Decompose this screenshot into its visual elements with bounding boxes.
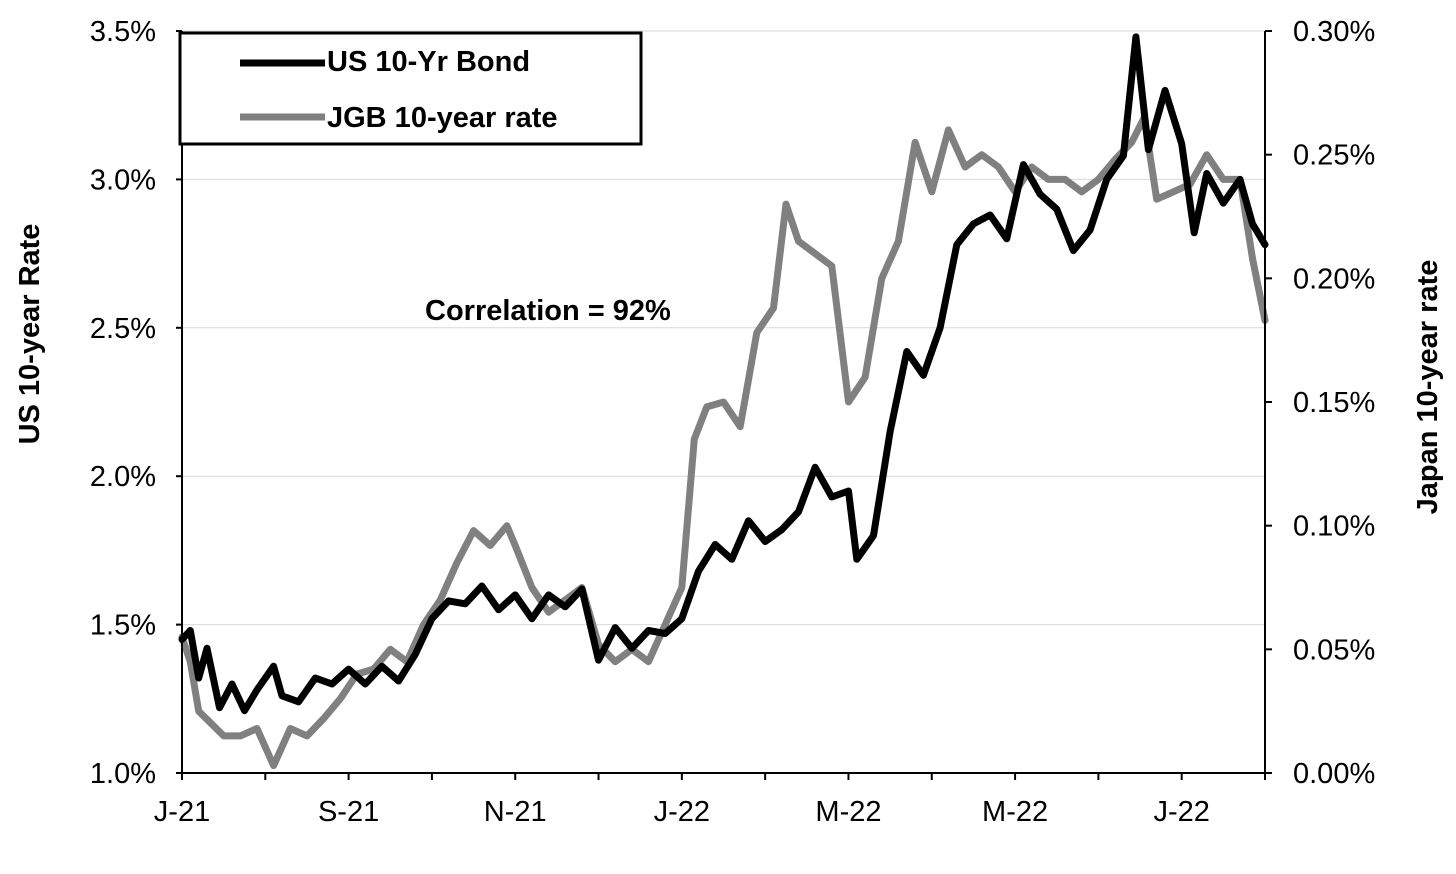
legend-label-jgb: JGB 10-year rate [327,102,558,134]
correlation-annotation: Correlation = 92% [425,295,671,327]
x-tick-label: M-22 [982,796,1048,828]
x-tick-label: N-21 [484,796,547,828]
y-left-tick-label: 1.5% [90,610,156,642]
x-tick-label: M-22 [815,796,881,828]
grid-lines [182,30,1265,626]
series-line-jgb-10yr [178,114,1269,770]
legend: US 10-Yr Bond JGB 10-year rate [178,31,643,146]
y-right-tick-label: 0.15% [1293,387,1375,419]
y-right-tick-label: 0.10% [1293,511,1375,543]
y-right-tick-label: 0.00% [1293,758,1375,790]
y-left-tick-label: 2.5% [90,313,156,345]
y-right-tick-label: 0.20% [1293,263,1375,295]
y-left-tick-label: 2.0% [90,461,156,493]
x-tick-label: J-21 [154,796,210,828]
y-right-axis-title: Japan 10-year rate [1412,260,1444,515]
legend-label-us: US 10-Yr Bond [327,46,530,78]
x-tick-label: J-22 [1153,796,1209,828]
legend-box [178,31,643,146]
y-right-tick-label: 0.05% [1293,634,1375,666]
x-tick-label: J-22 [654,796,710,828]
y-left-tick-label: 3.0% [90,164,156,196]
y-left-tick-label: 3.5% [90,16,156,48]
series-line-us-10yr [178,33,1269,715]
x-tick-label: S-21 [318,796,379,828]
y-right-tick-label: 0.30% [1293,16,1375,48]
y-left-tick-label: 1.0% [90,758,156,790]
y-left-axis-title: US 10-year Rate [14,224,46,445]
series-lines [178,33,1269,770]
tick-labels: 1.0% 1.5% 2.0% 2.5% 3.0% 3.5% 0.00% 0.05% 0.10% 0… [90,16,1375,828]
y-right-tick-label: 0.25% [1293,140,1375,172]
